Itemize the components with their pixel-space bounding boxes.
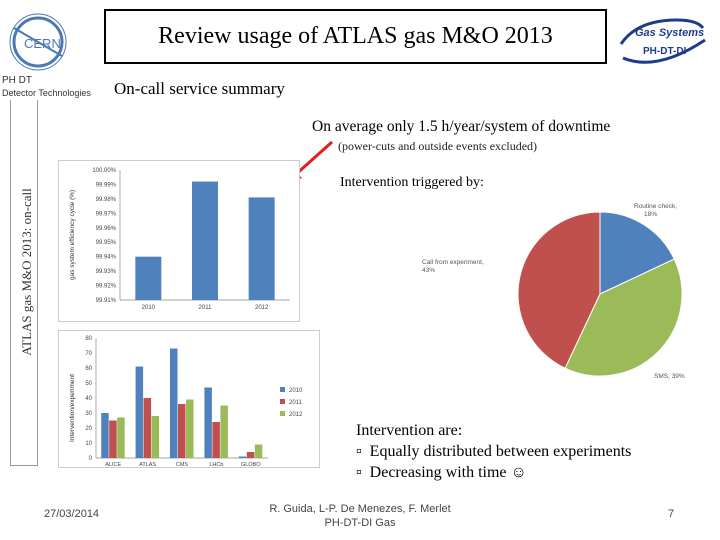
- pie-label: Routine check, 18%: [634, 203, 677, 218]
- gas-systems-logo: Gas Systems PH-DT-DI: [619, 18, 706, 64]
- interventions-tick-label: 30: [85, 411, 92, 417]
- legend-swatch: [280, 411, 285, 416]
- org-line2: Detector Technologies: [2, 88, 91, 98]
- bullet-item: ▫ Decreasing with time ☺: [356, 462, 631, 483]
- side-band: [10, 100, 38, 466]
- efficiency-bar: [248, 197, 275, 300]
- interventions-bar: [178, 404, 186, 458]
- pie-label: SMS, 39%: [654, 373, 685, 380]
- efficiency-tick-label: 99.94%: [96, 255, 117, 261]
- interventions-bar: [246, 452, 255, 458]
- efficiency-ylabel: gas system efficiency cycle (%): [69, 190, 76, 280]
- efficiency-category-label: 2012: [255, 305, 269, 311]
- efficiency-tick-label: 100.00%: [92, 168, 116, 174]
- interventions-bar: [101, 413, 109, 458]
- efficiency-bar: [192, 181, 218, 300]
- intervention-pie: Routine check, 18% Call from experiment, 43…: [422, 203, 685, 380]
- efficiency-tick-label: 99.98%: [96, 197, 117, 203]
- interventions-bar: [109, 420, 117, 458]
- bullet-item-text: Equally distributed between experiments: [369, 443, 632, 460]
- interventions-category-label: ATLAS: [139, 462, 156, 468]
- headline: On average only 1.5 h/year/system of dow…: [312, 118, 611, 135]
- legend-label: 2010: [289, 388, 303, 394]
- interventions-category-label: LHCb: [209, 462, 223, 468]
- interventions-category-label: ALICE: [105, 462, 121, 468]
- footer-authors-line1: R. Guida, L-P. De Menezes, F. Merlet: [269, 503, 451, 515]
- footer-authors-line2: PH-DT-DI Gas: [324, 517, 396, 529]
- side-label: ATLAS gas M&O 2013: on-call: [19, 188, 34, 356]
- efficiency-tick-label: 99.96%: [96, 226, 117, 232]
- interventions-bar: [238, 456, 247, 458]
- footer-authors: R. Guida, L-P. De Menezes, F. Merlet PH-…: [250, 502, 470, 530]
- interventions-tick-label: 20: [85, 426, 92, 432]
- efficiency-tick-label: 99.95%: [96, 240, 117, 246]
- legend-label: 2011: [289, 400, 303, 406]
- bullet-marker: ▫: [356, 464, 362, 481]
- interventions-bar: [254, 444, 263, 458]
- efficiency-category-label: 2011: [199, 305, 213, 311]
- intervention-title: Intervention triggered by:: [340, 175, 484, 190]
- cern-logo-text: CERN: [24, 36, 61, 51]
- interventions-bar: [135, 366, 144, 458]
- efficiency-tick-label: 99.92%: [96, 284, 117, 290]
- interventions-bar: [143, 398, 152, 458]
- legend-swatch: [280, 387, 285, 392]
- page-title: Review usage of ATLAS gas M&O 2013: [104, 9, 607, 64]
- interventions-bar: [212, 422, 220, 458]
- legend-swatch: [280, 399, 285, 404]
- interventions-tick-label: 80: [85, 336, 92, 342]
- pie-label: Call from experiment, 43%: [422, 259, 484, 274]
- pie-slice: [599, 211, 675, 295]
- efficiency-tick-label: 99.91%: [96, 298, 117, 304]
- interventions-bar: [170, 348, 178, 458]
- interventions-bar: [220, 405, 228, 458]
- interventions-category-label: CMS: [176, 462, 189, 468]
- page-subtitle: On-call service summary: [114, 79, 285, 98]
- pie-slice: [517, 211, 601, 369]
- interventions-ylabel: Intervention/experiment: [69, 374, 76, 442]
- interventions-category-label: GLOBO: [241, 462, 261, 468]
- gas-logo-line1: Gas Systems: [635, 27, 704, 39]
- bullet-marker: ▫: [356, 443, 362, 460]
- bullet-item: ▫ Equally distributed between experiment…: [356, 441, 631, 462]
- interventions-bar: [151, 416, 160, 458]
- interventions-bar: [204, 387, 212, 458]
- bullet-item-text: Decreasing with time ☺: [369, 464, 527, 481]
- interventions-tick-label: 50: [85, 381, 92, 387]
- gas-logo-line2: PH-DT-DI: [643, 46, 687, 57]
- interventions-tick-label: 40: [85, 396, 92, 402]
- efficiency-tick-label: 99.97%: [96, 211, 117, 217]
- interventions-tick-label: 10: [85, 441, 92, 447]
- bullet-intro: Intervention are:: [356, 422, 463, 439]
- interventions-bar: [117, 417, 125, 458]
- interventions-chart: Intervention/experiment 0 10 20 30 40 50 60 70 8…: [58, 330, 320, 468]
- org-line1: PH DT: [2, 75, 32, 86]
- page-number: 7: [668, 508, 675, 520]
- footer-date: 27/03/2014: [44, 508, 100, 520]
- headline-note: (power-cuts and outside events excluded): [338, 139, 538, 153]
- efficiency-chart: gas system efficiency cycle (%) 99.91% 99…: [58, 160, 300, 322]
- interventions-bar: [186, 399, 194, 458]
- efficiency-category-label: 2010: [142, 305, 156, 311]
- cern-logo: CERN PH DT Detector Technologies: [2, 13, 91, 98]
- efficiency-bar: [135, 256, 162, 300]
- interventions-tick-label: 70: [85, 351, 92, 357]
- bullet-list: Intervention are: ▫ Equally distributed …: [356, 420, 631, 483]
- interventions-tick-label: 0: [89, 456, 93, 462]
- interventions-tick-label: 60: [85, 366, 92, 372]
- efficiency-tick-label: 99.99%: [96, 182, 117, 188]
- efficiency-tick-label: 99.93%: [96, 269, 117, 275]
- pie-slice: [564, 258, 683, 377]
- legend-label: 2012: [289, 412, 303, 418]
